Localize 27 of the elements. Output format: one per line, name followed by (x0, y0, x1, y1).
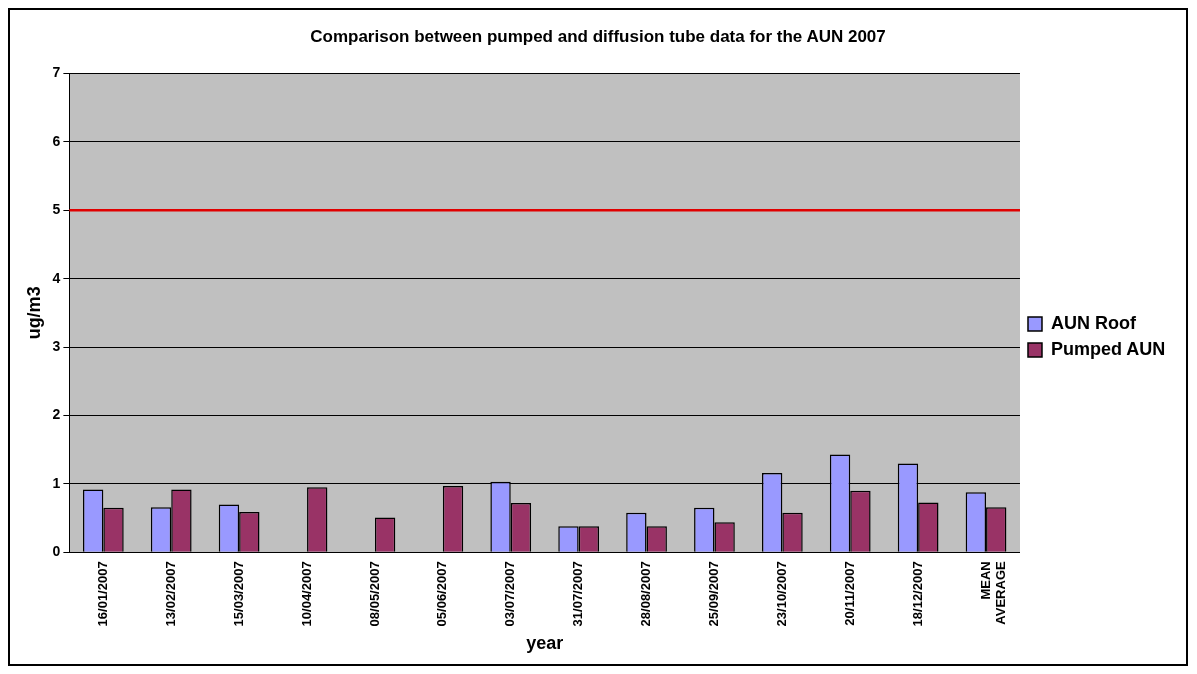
y-tick-label: 7 (52, 64, 61, 81)
x-tick-label: 18/12/2007 (909, 561, 925, 627)
y-tick-label: 1 (52, 474, 61, 491)
legend-label: AUN Roof (1051, 312, 1137, 333)
x-tick-label: 05/06/2007 (434, 561, 450, 627)
y-tick-label: 3 (52, 337, 61, 354)
y-tick-label: 4 (52, 269, 61, 286)
x-tick-label: 28/08/2007 (638, 561, 654, 627)
x-tick-label: 20/11/2007 (841, 561, 857, 626)
x-tick-label: 16/01/2007 (94, 561, 110, 627)
x-tick-label: 31/07/2007 (570, 561, 586, 627)
x-tick-label: 15/03/2007 (230, 561, 246, 627)
x-tick-label: 03/07/2007 (502, 561, 518, 627)
y-tick-label: 0 (52, 543, 61, 560)
y-tick-label: 5 (52, 201, 61, 218)
x-tick-label: 23/10/2007 (773, 561, 789, 627)
chart-title: Comparison between pumped and diffusion tube data for the AUN 2007 (310, 26, 886, 46)
x-tick-label: MEAN AVERAGE (977, 561, 1009, 625)
y-tick-label: 2 (52, 406, 61, 423)
x-tick-label: 08/05/2007 (366, 561, 382, 627)
legend-label: Pumped AUN (1051, 338, 1166, 359)
y-axis-title: ug/m3 (23, 286, 44, 340)
x-tick-label: 10/04/2007 (298, 561, 314, 627)
x-tick-label: 25/09/2007 (706, 561, 722, 627)
x-tick-label: 13/02/2007 (162, 561, 178, 627)
x-axis-title: year (526, 633, 564, 654)
y-tick-label: 6 (52, 132, 61, 149)
